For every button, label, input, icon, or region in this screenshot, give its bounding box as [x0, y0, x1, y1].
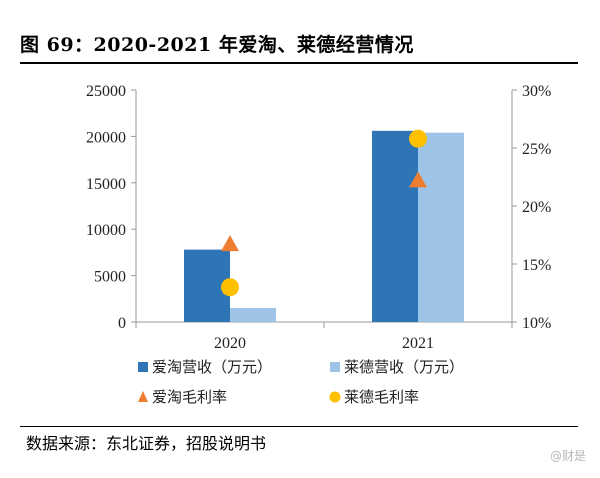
legend-label: 莱德营收（万元）	[344, 358, 464, 376]
title-divider	[20, 62, 578, 64]
marker-triangle	[409, 171, 427, 188]
y-left-tick-label: 20000	[86, 129, 126, 146]
legend-label: 爱淘营收（万元）	[152, 358, 272, 376]
y-right-tick-label: 20%	[522, 199, 551, 216]
chart-title: 图 69：2020-2021 年爱淘、莱德经营情况	[20, 34, 414, 56]
chart-bars	[184, 130, 464, 322]
legend-swatch	[138, 362, 148, 372]
chart-x-labels: 2020 2021	[214, 335, 434, 352]
y-right-tick-label: 25%	[522, 141, 551, 158]
bar	[372, 130, 418, 322]
marker-circle	[221, 278, 239, 297]
watermark: @财是	[549, 449, 586, 463]
marker-circle	[409, 129, 427, 148]
chart-markers	[221, 129, 427, 297]
y-left-tick-label: 5000	[94, 269, 126, 286]
y-right-tick-label: 15%	[522, 257, 551, 274]
legend-label: 莱德毛利率	[344, 388, 419, 406]
legend-label: 爱淘毛利率	[152, 388, 227, 406]
bar	[418, 132, 464, 322]
x-tick-label: 2020	[214, 335, 246, 352]
source-divider	[20, 426, 578, 427]
chart-axes: 0 5000 10000 15000 20000 25000 10% 15% 20% 25% 30%	[86, 83, 551, 332]
y-left-tick-label: 0	[118, 315, 126, 332]
y-left-tick-label: 15000	[86, 176, 126, 193]
legend-swatch	[138, 391, 148, 402]
y-right-tick-label: 30%	[522, 83, 551, 100]
y-left-tick-label: 10000	[86, 222, 126, 239]
chart-legend: 爱淘营收（万元） 莱德营收（万元） 爱淘毛利率 莱德毛利率	[138, 358, 464, 406]
marker-triangle	[221, 235, 239, 252]
legend-swatch	[330, 362, 340, 372]
y-right-tick-label: 10%	[522, 315, 551, 332]
source-note: 数据来源：东北证券，招股说明书	[26, 434, 267, 453]
bar	[230, 308, 276, 322]
y-left-tick-label: 25000	[86, 83, 126, 100]
legend-swatch	[329, 391, 341, 403]
x-tick-label: 2021	[402, 335, 434, 352]
